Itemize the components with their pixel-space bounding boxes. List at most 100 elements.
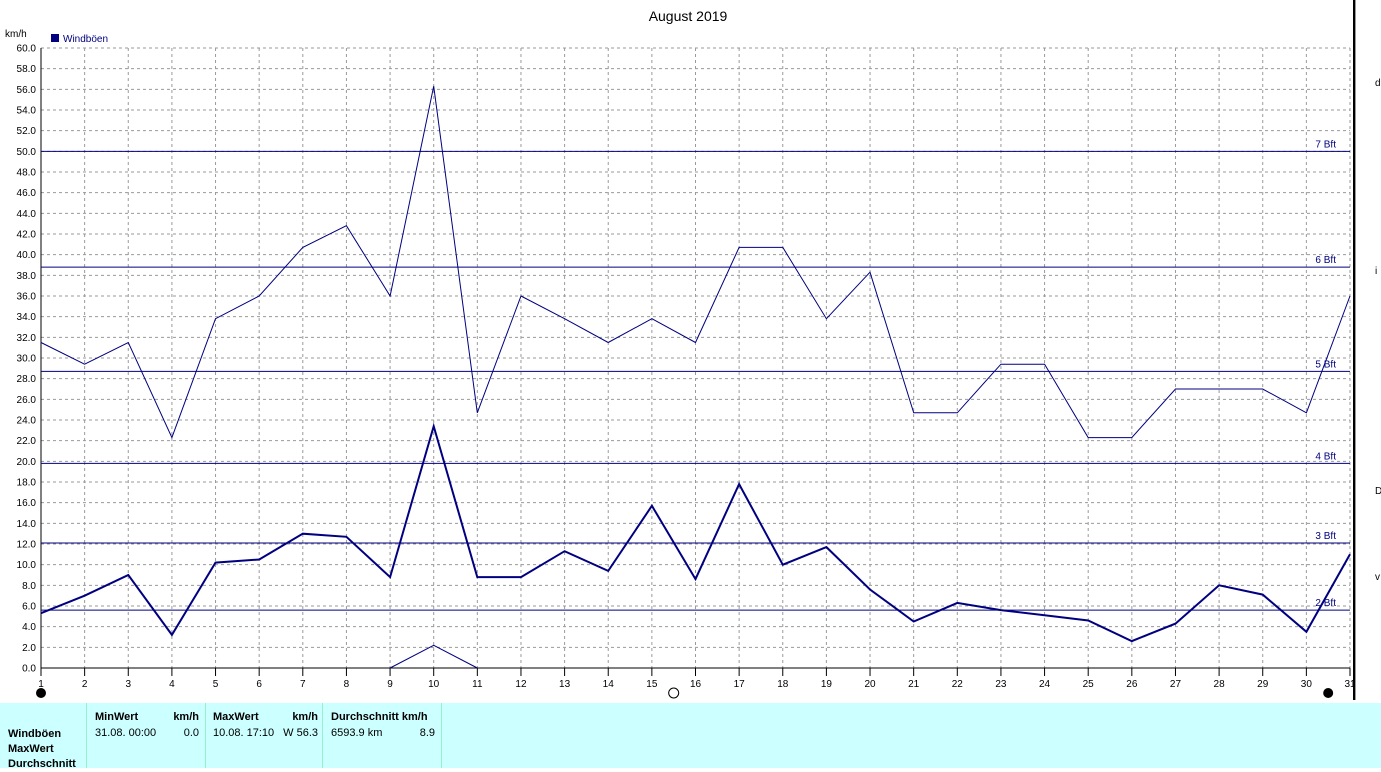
y-tick-label: 14.0 xyxy=(17,519,37,530)
new-moon-icon xyxy=(1323,688,1334,698)
y-tick-label: 0.0 xyxy=(22,664,36,675)
y-tick-label: 38.0 xyxy=(17,271,37,282)
y-tick-label: 54.0 xyxy=(17,106,37,117)
stats-min-time: 31.08. 00:00 xyxy=(95,727,157,739)
series-line-average xyxy=(40,422,1351,643)
y-tick-label: 4.0 xyxy=(22,622,36,633)
series xyxy=(40,86,1351,669)
y-tick-label: 32.0 xyxy=(17,333,37,344)
x-tick-label: 14 xyxy=(603,679,615,690)
beaufort-label: 4 Bft xyxy=(1315,451,1336,462)
stats-max-time: 10.08. 17:10 xyxy=(213,727,275,739)
x-tick-label: 27 xyxy=(1170,679,1182,690)
beaufort-label: 2 Bft xyxy=(1315,598,1336,609)
side-panel: d i D v xyxy=(1355,0,1381,700)
x-tick-label: 16 xyxy=(690,679,702,690)
stats-max-unit: km/h xyxy=(292,711,318,723)
stats-avg-column: Durchschnitt km/h 6593.9 km 8.9 xyxy=(322,703,442,768)
x-tick-label: 24 xyxy=(1039,679,1051,690)
y-tick-label: 30.0 xyxy=(17,354,37,365)
y-tick-label: 28.0 xyxy=(17,374,37,385)
x-tick-label: 11 xyxy=(472,679,483,690)
stats-max-header: MaxWert xyxy=(213,711,259,723)
full-moon-icon xyxy=(668,687,680,699)
x-tick-label: 20 xyxy=(864,679,876,690)
x-tick-label: 15 xyxy=(646,679,658,690)
stats-avg-header: Durchschnitt km/h xyxy=(331,711,428,723)
stats-min-unit: km/h xyxy=(173,711,199,723)
stats-max-value: W 56.3 xyxy=(283,727,318,739)
y-tick-label: 6.0 xyxy=(22,602,36,613)
stats-avg-distance: 6593.9 km xyxy=(331,727,383,739)
x-tick-label: 19 xyxy=(821,679,833,690)
moon-phases xyxy=(36,687,1334,699)
x-tick-label: 30 xyxy=(1301,679,1313,690)
x-tick-label: 17 xyxy=(734,679,746,690)
y-axis-label: km/h xyxy=(5,29,27,40)
chart-title: August 2019 xyxy=(649,8,728,24)
x-tick-label: 29 xyxy=(1257,679,1269,690)
x-axis-ticks: 1 2 3 4 5 6 7 8 9 10 11 12 13 14 15 16 17 18 19 20 21 22 23 24 2… xyxy=(38,668,1356,690)
chart: August 2019 km/h Windböen 2 Bft 3 Bft 4 Bf… xyxy=(5,8,1356,699)
y-axis-ticks: 60.0 58.0 56.0 54.0 52.0 50.0 48.0 46.0 44.0 42.0… xyxy=(17,44,37,675)
x-tick-label: 2 xyxy=(82,679,88,690)
y-tick-label: 36.0 xyxy=(17,292,37,303)
x-tick-label: 26 xyxy=(1126,679,1138,690)
x-tick-label: 10 xyxy=(428,679,440,690)
y-tick-label: 26.0 xyxy=(17,395,37,406)
x-tick-label: 23 xyxy=(995,679,1007,690)
x-tick-label: 6 xyxy=(256,679,262,690)
y-tick-label: 16.0 xyxy=(17,498,37,509)
y-tick-label: 52.0 xyxy=(17,126,37,137)
y-tick-label: 58.0 xyxy=(17,64,37,75)
stats-panel: Windböen MaxWert Durchschnitt MinWert km… xyxy=(0,703,1381,770)
x-tick-label: 28 xyxy=(1214,679,1226,690)
new-moon-icon xyxy=(36,688,46,698)
x-tick-label: 18 xyxy=(777,679,789,690)
y-tick-label: 34.0 xyxy=(17,312,37,323)
stats-min-column: MinWert km/h 31.08. 00:00 0.0 xyxy=(86,703,205,768)
y-tick-label: 48.0 xyxy=(17,168,37,179)
y-tick-label: 42.0 xyxy=(17,230,37,241)
x-tick-label: 8 xyxy=(344,679,350,690)
x-tick-label: 22 xyxy=(952,679,964,690)
legend-label: Windböen xyxy=(63,34,108,45)
y-tick-label: 10.0 xyxy=(17,560,37,571)
y-tick-label: 8.0 xyxy=(22,581,36,592)
x-tick-label: 13 xyxy=(559,679,571,690)
stats-min-header: MinWert xyxy=(95,711,139,723)
y-tick-label: 40.0 xyxy=(17,250,37,261)
stats-row-label: Durchschnitt xyxy=(8,758,76,770)
series-line-min xyxy=(389,644,478,669)
y-tick-label: 46.0 xyxy=(17,188,37,199)
y-tick-label: 20.0 xyxy=(17,457,37,468)
y-tick-label: 56.0 xyxy=(17,85,37,96)
side-panel-text: D xyxy=(1375,486,1381,497)
x-tick-label: 1 xyxy=(38,679,44,690)
x-tick-label: 21 xyxy=(908,679,920,690)
x-tick-label: 7 xyxy=(300,679,306,690)
side-panel-text: i xyxy=(1375,266,1378,277)
side-panel-text: d xyxy=(1375,78,1381,89)
beaufort-label: 7 Bft xyxy=(1315,139,1336,150)
y-tick-label: 50.0 xyxy=(17,147,37,158)
y-tick-label: 60.0 xyxy=(17,44,37,55)
x-tick-label: 4 xyxy=(169,679,175,690)
beaufort-label: 6 Bft xyxy=(1315,255,1336,266)
x-tick-label: 25 xyxy=(1083,679,1095,690)
y-tick-label: 12.0 xyxy=(17,540,37,551)
stats-row-label: Windböen xyxy=(8,728,62,740)
chart-border-right xyxy=(1353,0,1355,700)
side-panel-text: v xyxy=(1375,572,1380,583)
stats-avg-value: 8.9 xyxy=(419,727,435,739)
y-tick-label: 18.0 xyxy=(17,478,37,489)
y-tick-label: 24.0 xyxy=(17,416,37,427)
grid xyxy=(40,47,1351,669)
x-tick-label: 9 xyxy=(387,679,393,690)
stats-row-label: MaxWert xyxy=(8,743,54,755)
stats-max-column: MaxWert km/h 10.08. 17:10 W 56.3 xyxy=(205,703,322,768)
x-tick-label: 5 xyxy=(213,679,219,690)
x-tick-label: 12 xyxy=(515,679,527,690)
legend-swatch xyxy=(51,34,59,42)
beaufort-label: 5 Bft xyxy=(1315,359,1336,370)
